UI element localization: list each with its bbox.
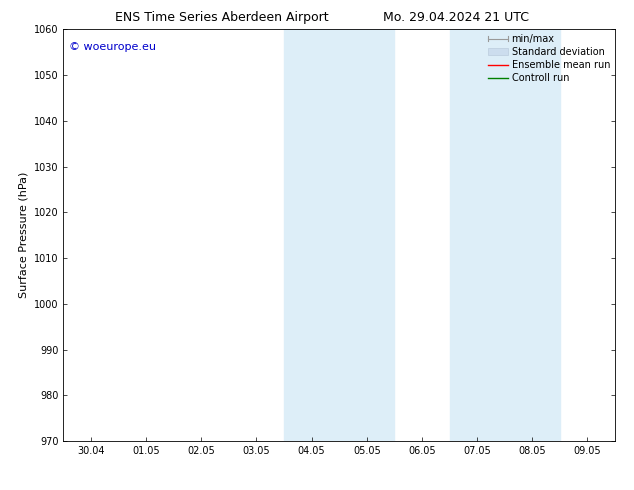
Text: Mo. 29.04.2024 21 UTC: Mo. 29.04.2024 21 UTC: [384, 11, 529, 24]
Bar: [284, 29, 394, 441]
Text: © woeurope.eu: © woeurope.eu: [69, 42, 156, 52]
Text: ENS Time Series Aberdeen Airport: ENS Time Series Aberdeen Airport: [115, 11, 328, 24]
Y-axis label: Surface Pressure (hPa): Surface Pressure (hPa): [18, 172, 29, 298]
Bar: [450, 29, 560, 441]
Legend: min/max, Standard deviation, Ensemble mean run, Controll run: min/max, Standard deviation, Ensemble me…: [488, 34, 610, 83]
